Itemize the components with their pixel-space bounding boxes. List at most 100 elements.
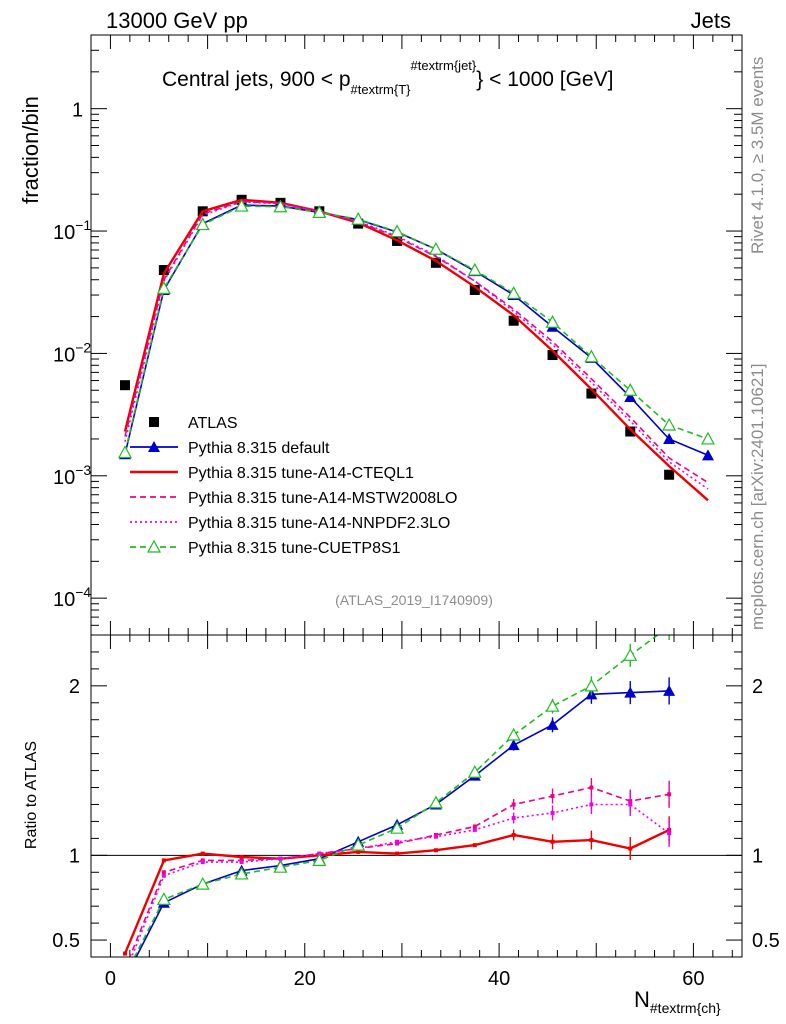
ratio-point xyxy=(511,802,516,807)
data-point xyxy=(158,265,169,276)
ratio-point xyxy=(239,855,244,860)
series-line xyxy=(123,198,709,502)
ratio-point xyxy=(589,785,594,790)
y-axis-label-ratio: Ratio to ATLAS xyxy=(23,741,40,849)
y-tick-label-main: 10−2 xyxy=(53,339,91,366)
data-point xyxy=(234,198,249,212)
data-point xyxy=(195,217,210,231)
y-tick-base: 10 xyxy=(53,467,75,489)
ratio-point xyxy=(195,876,210,890)
analysis-id: (ATLAS_2019_I1740909) xyxy=(335,592,493,608)
y-tick-label-main: 10−3 xyxy=(53,462,91,489)
series-line xyxy=(124,204,709,457)
series-pythia-8-315-tune-a14-cteql1 xyxy=(123,198,709,502)
side-label-mcplots: mcplots.cern.ch [arXiv:2401.10621] xyxy=(748,364,767,630)
legend-marker xyxy=(148,441,160,452)
data-point xyxy=(467,262,482,276)
data-point xyxy=(312,205,327,219)
legend-marker xyxy=(149,417,159,427)
legend-label: Pythia 8.315 default xyxy=(188,440,330,457)
ratio-point xyxy=(356,849,361,854)
data-point xyxy=(390,224,405,238)
ratio-point xyxy=(433,848,438,853)
legend-entry: Pythia 8.315 tune-CUETP8S1 xyxy=(130,539,401,557)
ratio-point xyxy=(123,951,128,956)
ratio-point xyxy=(511,832,516,837)
ratio-point xyxy=(589,802,594,807)
legend-entry: Pythia 8.315 default xyxy=(130,440,330,457)
series-line xyxy=(124,205,709,453)
y-tick-exponent: −1 xyxy=(75,217,91,233)
y-tick-base: 10 xyxy=(53,222,75,244)
ratio-line xyxy=(128,786,670,957)
y-tick-label-ratio-right: 2 xyxy=(752,676,763,698)
header-collision: 13000 GeV pp xyxy=(106,8,248,33)
data-point xyxy=(662,417,677,431)
ratio-point xyxy=(161,858,166,863)
ratio-point xyxy=(395,839,400,844)
series-line xyxy=(124,200,709,484)
legend-label: Pythia 8.315 tune-A14-NNPDF2.3LO xyxy=(188,515,450,532)
ratio-point xyxy=(390,820,405,834)
ratio-series-pythia-8-315-tune-a14-cteql1 xyxy=(123,816,672,956)
ratio-point xyxy=(200,860,205,865)
data-point xyxy=(117,445,133,459)
x-tick-label: 40 xyxy=(488,968,510,990)
ratio-point xyxy=(550,794,555,798)
data-point xyxy=(624,391,637,403)
data-point xyxy=(623,383,638,396)
ratio-point xyxy=(119,973,131,984)
legend-entry: ATLAS xyxy=(149,415,238,432)
legend: ATLAS Pythia 8.315 default Pythia 8.315 tu… xyxy=(130,415,457,557)
ratio-line xyxy=(123,828,670,955)
ratio-point xyxy=(200,851,205,856)
data-point xyxy=(586,388,597,399)
ratio-point xyxy=(628,802,633,807)
ratio-point xyxy=(545,698,560,712)
ratio-point xyxy=(273,859,288,873)
ratio-point xyxy=(395,851,400,856)
data-point xyxy=(664,469,675,480)
x-axis-label-sub: #textrm{ch} xyxy=(650,1000,721,1016)
legend-label: ATLAS xyxy=(188,415,238,432)
plot-title-tail: } < 1000 [GeV] xyxy=(476,68,613,91)
plot-title-main: Central jets, 900 < p xyxy=(162,68,351,91)
ratio-point xyxy=(589,838,594,843)
data-point xyxy=(545,314,560,328)
ratio-point xyxy=(507,739,520,751)
ratio-series-pythia-8-315-tune-cuetp8s1 xyxy=(133,635,670,957)
series-line xyxy=(124,201,709,490)
data-point xyxy=(584,349,599,363)
ratio-point xyxy=(624,686,637,698)
y-tick-label-ratio: 2 xyxy=(69,676,80,698)
y-tick-base: 10 xyxy=(53,344,75,366)
y-tick-label-ratio: 0.5 xyxy=(52,930,80,952)
y-tick-label-ratio: 1 xyxy=(69,845,80,867)
data-point xyxy=(701,449,714,461)
ratio-point xyxy=(467,765,482,778)
series-pythia-8-315-tune-a14-mstw2008lo xyxy=(124,200,709,484)
data-point xyxy=(508,315,519,326)
data-point xyxy=(506,286,521,299)
header-process: Jets xyxy=(691,8,731,33)
ratio-line xyxy=(135,690,670,957)
ratio-panel-frame xyxy=(90,634,743,958)
ratio-point xyxy=(472,824,477,829)
y-tick-exponent: −2 xyxy=(75,339,91,355)
ratio-point xyxy=(234,866,249,880)
plot-title-sub: #textrm{T} xyxy=(351,82,412,97)
ratio-point xyxy=(433,834,438,839)
series-pythia-8-315-tune-a14-nnpdf2-3lo xyxy=(124,201,709,490)
legend-label: Pythia 8.315 tune-A14-CTEQL1 xyxy=(188,465,414,482)
x-tick-label: 60 xyxy=(682,968,704,990)
legend-label: Pythia 8.315 tune-A14-MSTW2008LO xyxy=(188,490,457,507)
ratio-point xyxy=(472,827,477,832)
x-axis-label: N#textrm{ch} xyxy=(634,987,721,1016)
ratio-point xyxy=(584,678,599,692)
ratio-point xyxy=(628,846,633,851)
data-point xyxy=(120,380,131,391)
ratio-point xyxy=(278,856,283,861)
ratio-point xyxy=(623,648,638,661)
